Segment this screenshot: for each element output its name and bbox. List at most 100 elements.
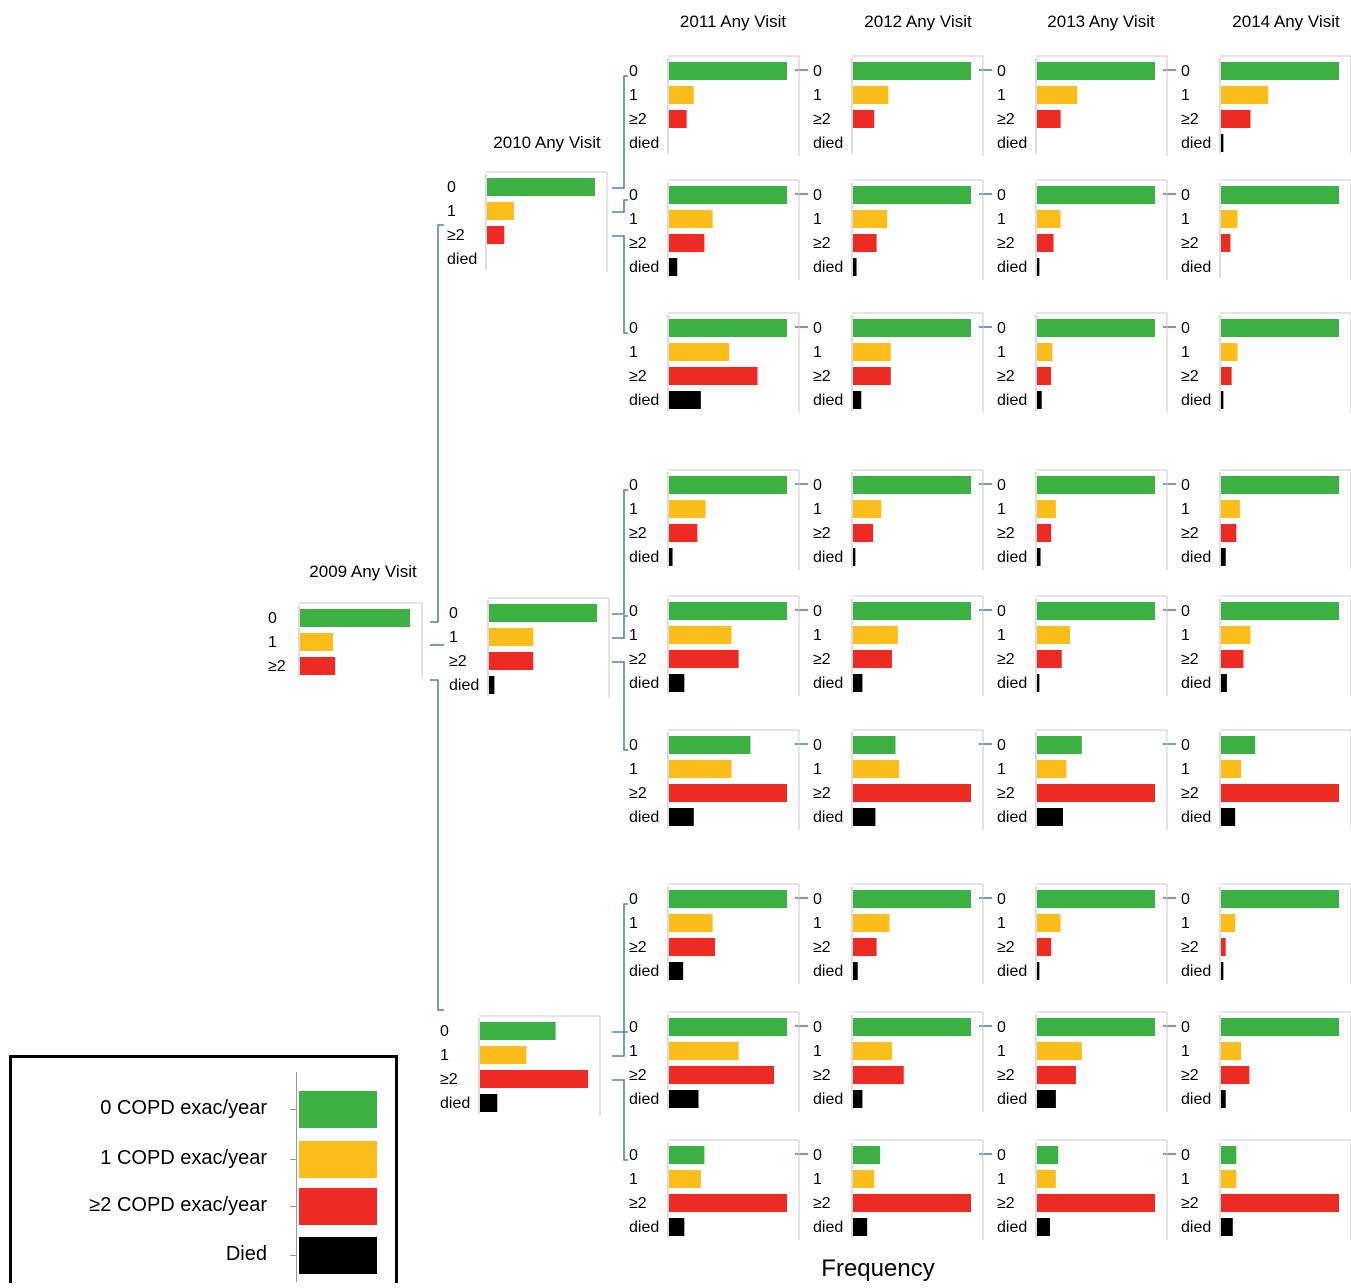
bar-died [669, 548, 673, 566]
category-label: 0 [997, 1019, 1006, 1036]
category-label: died [997, 809, 1027, 826]
category-label: ≥2 [813, 525, 831, 542]
category-label: died [449, 677, 479, 694]
category-label: died [1181, 809, 1211, 826]
bar-ge2 [1221, 234, 1231, 252]
category-label: died [997, 135, 1027, 152]
category-label: 0 [440, 1023, 449, 1040]
panel-2010-1: 0 1 ≥2 died [447, 171, 608, 272]
bar-died [1221, 1218, 1233, 1236]
category-label: ≥2 [629, 651, 647, 668]
category-label: 0 [997, 737, 1006, 754]
category-label: 0 [1181, 1019, 1190, 1036]
category-label: 0 [997, 1147, 1006, 1164]
column-headers: 2009 Any Visit 2010 Any Visit 2011 Any Vis… [309, 12, 1340, 581]
category-label: died [813, 963, 843, 980]
bar-ge2 [487, 226, 505, 244]
panel-2013-2: 0 1 ≥2 died [997, 179, 1168, 280]
bar-1 [1037, 1042, 1082, 1060]
category-label: 0 [629, 737, 638, 754]
bar-0 [1037, 186, 1155, 204]
bar-died [853, 808, 876, 826]
bar-died [1037, 674, 1040, 692]
bar-died [1221, 808, 1236, 826]
category-label: died [1181, 1219, 1211, 1236]
panel-2012-1: 0 1 ≥2 died [813, 55, 984, 156]
category-label: ≥2 [1181, 785, 1199, 802]
panel-2011-3: 0 1 ≥2 died [629, 312, 800, 413]
category-label: died [1181, 675, 1211, 692]
bar-died [1037, 391, 1042, 409]
category-label: 0 [997, 187, 1006, 204]
category-label: died [629, 963, 659, 980]
legend-label: 0 COPD exac/year [100, 1097, 267, 1119]
panel-2011-5: 0 1 ≥2 died [629, 595, 800, 696]
bar-0 [669, 602, 787, 620]
bar-died [669, 962, 684, 980]
bar-died [669, 674, 685, 692]
bar-ge2 [1037, 1066, 1076, 1084]
panel-2013-4: 0 1 ≥2 died [997, 469, 1168, 570]
bar-1 [489, 628, 534, 646]
category-label: died [1181, 549, 1211, 566]
bar-ge2 [1221, 784, 1339, 802]
bar-0 [1037, 602, 1155, 620]
bar-1 [669, 914, 713, 932]
bar-1 [669, 626, 732, 644]
bar-died [1221, 674, 1227, 692]
category-label: 0 [997, 320, 1006, 337]
category-label: 1 [447, 203, 456, 220]
bar-1 [1037, 500, 1056, 518]
category-label: 1 [813, 1043, 822, 1060]
bar-0 [1037, 319, 1155, 337]
bar-died [1037, 258, 1040, 276]
category-label: 0 [1181, 320, 1190, 337]
bar-0 [669, 62, 787, 80]
column-header-2012: 2012 Any Visit [864, 12, 972, 31]
connector [612, 75, 628, 189]
bar-1 [1221, 1170, 1237, 1188]
bar-1 [669, 86, 694, 104]
category-label: 1 [813, 87, 822, 104]
category-label: died [629, 259, 659, 276]
bar-1 [669, 1170, 701, 1188]
bar-1 [669, 343, 730, 361]
category-label: ≥2 [1181, 939, 1199, 956]
bar-1 [853, 210, 888, 228]
bar-ge2 [853, 110, 875, 128]
bar-ge2 [1037, 1194, 1155, 1212]
bar-died [853, 258, 857, 276]
bar-ge2 [853, 650, 892, 668]
bar-0 [480, 1022, 556, 1040]
category-label: 1 [440, 1047, 449, 1064]
panel-2014-6: 0 1 ≥2 died [1181, 729, 1351, 830]
category-label: 0 [813, 603, 822, 620]
category-label: died [813, 675, 843, 692]
category-label: 0 [629, 1019, 638, 1036]
bar-ge2 [1037, 784, 1155, 802]
panel-2014-1: 0 1 ≥2 died [1181, 55, 1351, 156]
bar-ge2 [669, 784, 787, 802]
panel-2012-6: 0 1 ≥2 died [813, 729, 984, 830]
column-header-2010: 2010 Any Visit [493, 133, 601, 152]
bar-ge2 [1037, 110, 1061, 128]
bar-0 [669, 476, 787, 494]
category-label: ≥2 [997, 235, 1015, 252]
bar-ge2 [669, 367, 758, 385]
category-label: 1 [997, 344, 1006, 361]
legend-label: ≥2 COPD exac/year [89, 1194, 267, 1216]
category-label: ≥2 [813, 235, 831, 252]
category-label: ≥2 [813, 651, 831, 668]
category-label: 1 [813, 501, 822, 518]
category-label: died [997, 1219, 1027, 1236]
bar-ge2 [853, 234, 877, 252]
category-label: 0 [629, 187, 638, 204]
category-label: died [629, 675, 659, 692]
category-label: died [813, 549, 843, 566]
category-label: died [1181, 135, 1211, 152]
bar-ge2 [853, 1194, 971, 1212]
category-label: ≥2 [1181, 235, 1199, 252]
category-label: 0 [813, 320, 822, 337]
bar-1 [1221, 626, 1251, 644]
panel-2011-1: 0 1 ≥2 died [629, 55, 800, 156]
